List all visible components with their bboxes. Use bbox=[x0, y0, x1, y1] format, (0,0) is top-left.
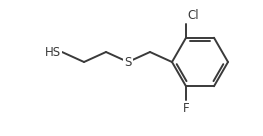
Text: Cl: Cl bbox=[187, 9, 199, 22]
Text: S: S bbox=[124, 55, 132, 69]
Text: F: F bbox=[183, 102, 189, 115]
Text: HS: HS bbox=[45, 46, 61, 58]
